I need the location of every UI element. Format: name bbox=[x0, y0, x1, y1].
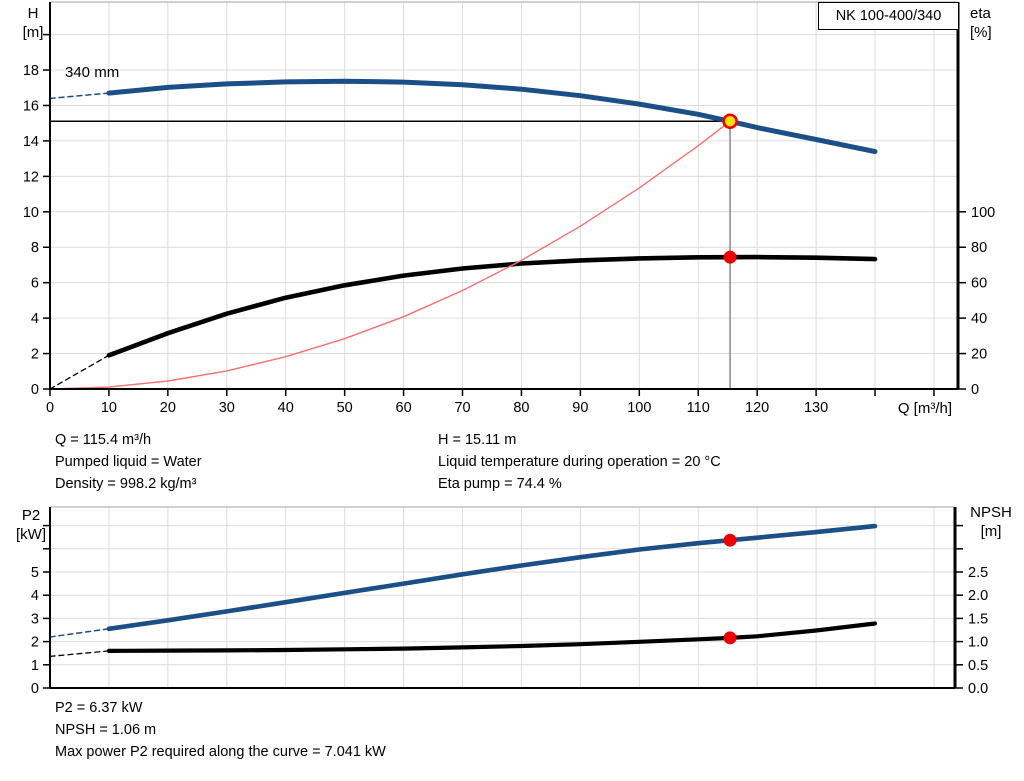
npsh-axis-unit-label: NPSH [m] bbox=[964, 503, 1018, 541]
x-tick-label: 100 bbox=[627, 400, 651, 416]
y-left-tick-label: 14 bbox=[23, 134, 39, 150]
y-left-tick-label: 4 bbox=[31, 588, 39, 604]
y-right-tick-label: 0.5 bbox=[968, 658, 988, 674]
y-left-tick-label: 4 bbox=[31, 311, 39, 327]
p2-curve-path bbox=[106, 523, 878, 632]
h-axis-unit: [m] bbox=[22, 24, 44, 41]
p2-curve-dashed-path bbox=[49, 628, 110, 638]
x-tick-label: 40 bbox=[278, 400, 294, 416]
x-tick-label: 60 bbox=[396, 400, 412, 416]
y-left-tick-label: 2 bbox=[31, 635, 39, 651]
x-tick-label: 130 bbox=[804, 400, 828, 416]
readout-flow: Q = 115.4 m³/h bbox=[55, 432, 152, 448]
x-tick-label: 90 bbox=[572, 400, 588, 416]
y-left-tick-label: 12 bbox=[23, 169, 39, 185]
eta-axis-unit: [%] bbox=[970, 24, 992, 41]
power-npsh-chart-ticks: 0 1 2 3 4 5 0.0 0.5 1.0 1.5 2.0 2.5 bbox=[31, 524, 988, 697]
p2-axis-unit-label: P2 [kW] bbox=[12, 506, 50, 544]
h-axis-symbol: H bbox=[27, 5, 39, 22]
npsh-curve-dashed-path bbox=[49, 650, 110, 658]
readout-liquid-temperature: Liquid temperature during operation = 20… bbox=[438, 454, 721, 470]
y-right-tick-label: 1.5 bbox=[968, 611, 988, 627]
head-efficiency-chart-gridlines bbox=[50, 1, 958, 389]
readout-max-power: Max power P2 required along the curve = … bbox=[55, 744, 386, 760]
y-left-tick-label: 0 bbox=[31, 681, 39, 697]
duty-readout-right: H = 15.11 m Liquid temperature during op… bbox=[438, 430, 721, 496]
duty-point-marker[interactable] bbox=[722, 113, 738, 130]
y-left-tick-label: 10 bbox=[23, 205, 39, 221]
x-tick-label: 50 bbox=[337, 400, 353, 416]
pump-model-badge: NK 100-400/340 bbox=[818, 2, 959, 30]
readout-head: H = 15.11 m bbox=[438, 432, 517, 448]
x-tick-label: 10 bbox=[101, 400, 117, 416]
y-right-tick-label: 100 bbox=[971, 205, 995, 221]
eta-curve-path bbox=[106, 254, 878, 358]
duty-readout-left: Q = 115.4 m³/h Pumped liquid = Water Den… bbox=[55, 430, 202, 496]
power-npsh-chart-gridlines bbox=[50, 506, 955, 688]
x-tick-label: 70 bbox=[454, 400, 470, 416]
readout-eta-pump: Eta pump = 74.4 % bbox=[438, 476, 562, 492]
x-tick-label: 0 bbox=[46, 400, 54, 416]
y-right-tick-label: 2.0 bbox=[968, 588, 988, 604]
eta-axis-unit-label: eta [%] bbox=[970, 4, 1020, 42]
y-left-tick-label: 16 bbox=[23, 98, 39, 114]
readout-p2: P2 = 6.37 kW bbox=[55, 700, 143, 716]
y-left-tick-label: 0 bbox=[31, 382, 39, 398]
x-tick-label: 30 bbox=[219, 400, 235, 416]
eta-axis-symbol: eta bbox=[970, 5, 991, 22]
x-tick-label: 20 bbox=[160, 400, 176, 416]
y-left-tick-label: 3 bbox=[31, 611, 39, 627]
npsh-curve-path bbox=[106, 621, 878, 653]
y-left-tick-label: 5 bbox=[31, 565, 39, 581]
x-tick-label: 80 bbox=[513, 400, 529, 416]
eta-duty-dot[interactable] bbox=[723, 250, 737, 264]
p2-axis-symbol: P2 bbox=[21, 507, 41, 524]
y-left-tick-label: 18 bbox=[23, 63, 39, 79]
impeller-diameter-label: 340 mm bbox=[65, 64, 120, 81]
h-axis-unit-label: H [m] bbox=[16, 4, 50, 42]
y-right-tick-label: 40 bbox=[971, 311, 987, 327]
readout-npsh: NPSH = 1.06 m bbox=[55, 722, 157, 738]
system-curve-path bbox=[49, 120, 731, 390]
head-efficiency-chart-ticks: 0 2 4 6 8 10 12 14 16 18 0 20 40 60 80 100 0 10 20 30 40 50 60… bbox=[23, 33, 995, 416]
q-axis-unit-label: Q [m³/h] bbox=[897, 400, 952, 417]
y-left-tick-label: 8 bbox=[31, 240, 39, 256]
head-curve-dashed-path bbox=[49, 92, 110, 100]
y-right-tick-label: 0.0 bbox=[968, 681, 988, 697]
power-readout: P2 = 6.37 kW NPSH = 1.06 m Max power P2 … bbox=[55, 698, 386, 764]
y-right-tick-label: 0 bbox=[971, 382, 979, 398]
readout-pumped-liquid: Pumped liquid = Water bbox=[55, 454, 202, 470]
eta-curve-dashed-path bbox=[49, 354, 110, 390]
y-right-tick-label: 1.0 bbox=[968, 635, 988, 651]
x-tick-label: 120 bbox=[745, 400, 769, 416]
head-curve-path bbox=[106, 78, 878, 155]
y-left-tick-label: 1 bbox=[31, 658, 39, 674]
npsh-axis-symbol: NPSH bbox=[970, 504, 1012, 521]
p2-axis-unit: [kW] bbox=[16, 526, 46, 543]
npsh-duty-dot[interactable] bbox=[723, 631, 737, 645]
y-right-tick-label: 20 bbox=[971, 347, 987, 363]
npsh-axis-unit: [m] bbox=[980, 523, 1002, 540]
y-right-tick-label: 60 bbox=[971, 276, 987, 292]
y-right-tick-label: 2.5 bbox=[968, 565, 988, 581]
y-left-tick-label: 2 bbox=[31, 347, 39, 363]
head-efficiency-chart: 0 2 4 6 8 10 12 14 16 18 0 20 40 60 80 100 0 10 20 30 40 50 60… bbox=[23, 1, 995, 416]
p2-duty-dot[interactable] bbox=[723, 533, 737, 547]
x-tick-label: 110 bbox=[687, 400, 710, 416]
y-left-tick-label: 6 bbox=[31, 276, 39, 292]
y-right-tick-label: 80 bbox=[971, 240, 987, 256]
power-npsh-chart: 0 1 2 3 4 5 0.0 0.5 1.0 1.5 2.0 2.5 bbox=[31, 506, 988, 697]
readout-density: Density = 998.2 kg/m³ bbox=[55, 476, 197, 492]
